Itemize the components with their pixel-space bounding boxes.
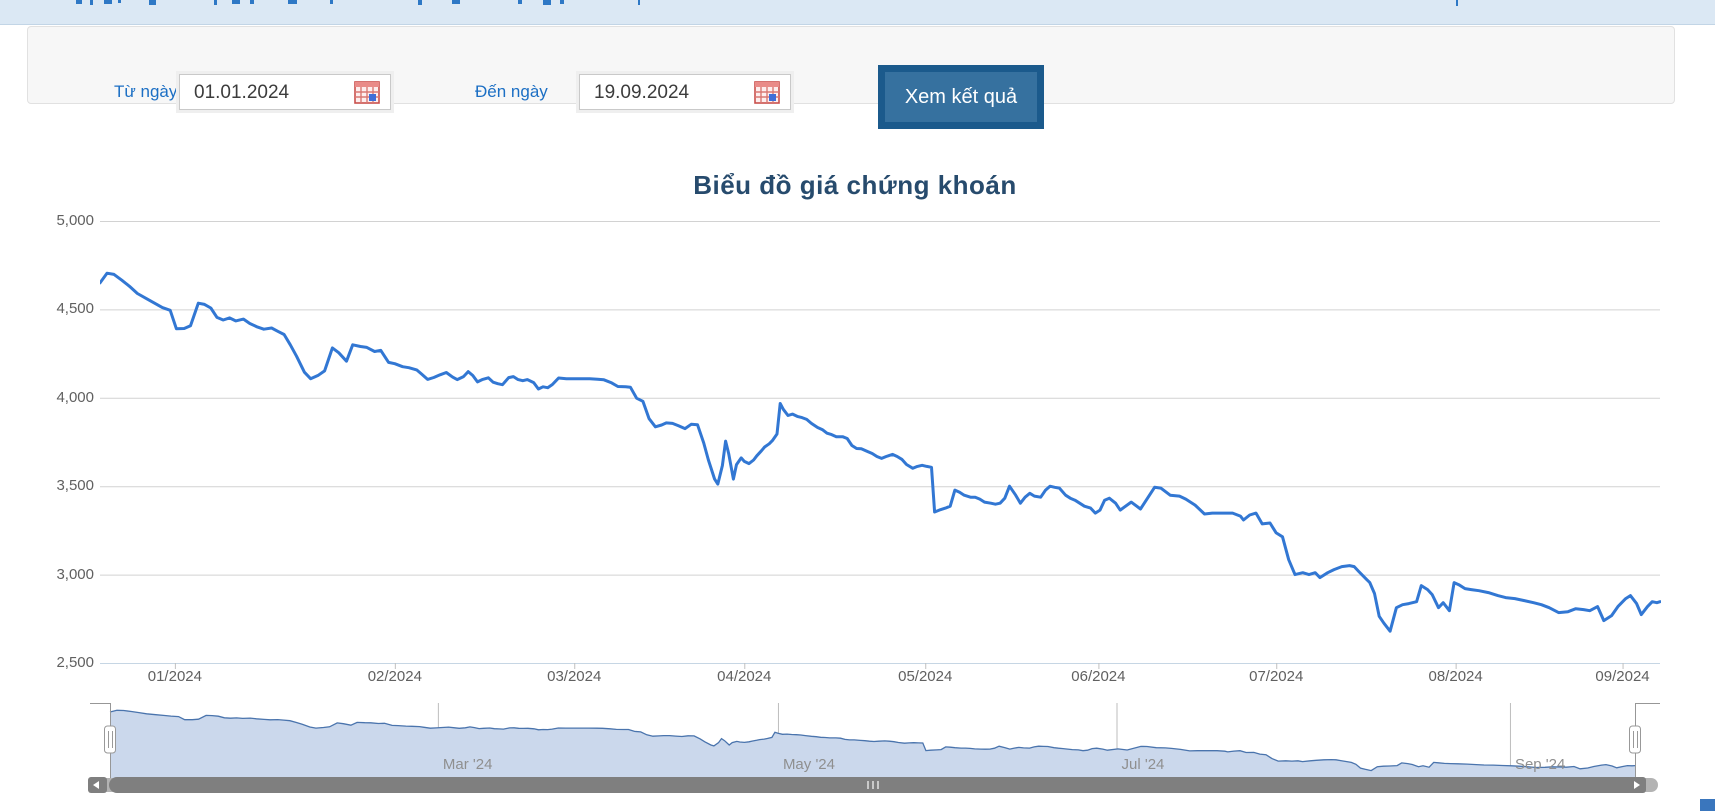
clipped-text-fragment xyxy=(638,0,640,5)
arrow-left-icon xyxy=(93,781,99,789)
y-axis-label: 3,500 xyxy=(56,477,94,495)
navigator-axis-label: Mar '24 xyxy=(442,756,493,773)
x-axis-label: 03/2024 xyxy=(547,668,602,685)
y-axis-label: 2,500 xyxy=(56,654,94,671)
view-results-button[interactable]: Xem kết quả xyxy=(878,65,1044,129)
range-navigator[interactable] xyxy=(90,703,1660,779)
navigator-axis-label: May '24 xyxy=(782,756,835,773)
clipped-text-fragment xyxy=(104,0,112,4)
clipped-text-fragment xyxy=(118,0,121,3)
clipped-text-fragment xyxy=(232,0,240,4)
x-axis-label: 09/2024 xyxy=(1595,668,1650,685)
clipped-text-fragment xyxy=(214,0,217,5)
x-axis-label: 08/2024 xyxy=(1428,668,1483,685)
to-date-input[interactable] xyxy=(592,78,746,108)
y-axis-label: 3,000 xyxy=(56,565,94,583)
chart-title: Biểu đồ giá chứng khoán xyxy=(693,170,1017,200)
chart-scrollbar[interactable] xyxy=(88,777,1658,793)
clipped-text-fragment xyxy=(543,0,551,5)
navigator-handle[interactable] xyxy=(104,725,116,754)
x-axis-label: 01/2024 xyxy=(147,668,202,685)
clipped-text-fragment xyxy=(330,0,333,4)
scrollbar-grip-icon xyxy=(867,781,879,789)
to-date-label: Đến ngày xyxy=(475,82,548,101)
top-nav-bar-clipped xyxy=(0,0,1715,25)
to-date-box xyxy=(579,74,791,110)
navigator-handle[interactable] xyxy=(1629,725,1641,754)
scrollbar-left-button[interactable] xyxy=(88,777,107,793)
clipped-text-fragment xyxy=(76,0,82,4)
x-axis-label: 04/2024 xyxy=(717,668,772,685)
calendar-icon[interactable] xyxy=(754,80,780,104)
clipped-text-fragment xyxy=(288,0,297,4)
navigator-axis-label: Jul '24 xyxy=(1121,756,1165,773)
x-axis-label: 07/2024 xyxy=(1249,668,1304,685)
clipped-text-fragment xyxy=(90,0,93,5)
clipped-text-fragment xyxy=(418,0,422,5)
from-date-input[interactable] xyxy=(192,78,346,108)
y-axis-label: 4,000 xyxy=(56,388,94,406)
from-date-label: Từ ngày xyxy=(114,82,178,101)
from-date-box xyxy=(179,74,391,110)
arrow-right-icon xyxy=(1634,781,1640,789)
x-axis-label: 05/2024 xyxy=(898,668,953,685)
clipped-text-fragment xyxy=(452,0,460,4)
date-filter-panel: Từ ngày Đến ngày Xem kết quả xyxy=(27,26,1675,129)
y-axis-label: 5,000 xyxy=(56,212,94,229)
scrollbar-thumb[interactable] xyxy=(109,777,1637,793)
x-axis-label: 06/2024 xyxy=(1071,668,1126,685)
clipped-text-fragment xyxy=(518,0,522,4)
clipped-text-fragment xyxy=(149,0,156,5)
corner-widget-clipped[interactable] xyxy=(1700,799,1715,811)
scrollbar-right-button[interactable] xyxy=(1627,777,1646,793)
x-axis-label: 02/2024 xyxy=(367,668,422,685)
navigator-axis-label: Sep '24 xyxy=(1514,756,1566,773)
price-line-chart xyxy=(100,221,1661,669)
clipped-text-fragment xyxy=(560,0,564,4)
view-results-button-label: Xem kết quả xyxy=(885,72,1037,122)
calendar-icon[interactable] xyxy=(354,80,380,104)
clipped-text-fragment xyxy=(250,0,254,4)
y-axis-label: 4,500 xyxy=(56,300,94,318)
clipped-text-fragment xyxy=(1456,0,1458,6)
